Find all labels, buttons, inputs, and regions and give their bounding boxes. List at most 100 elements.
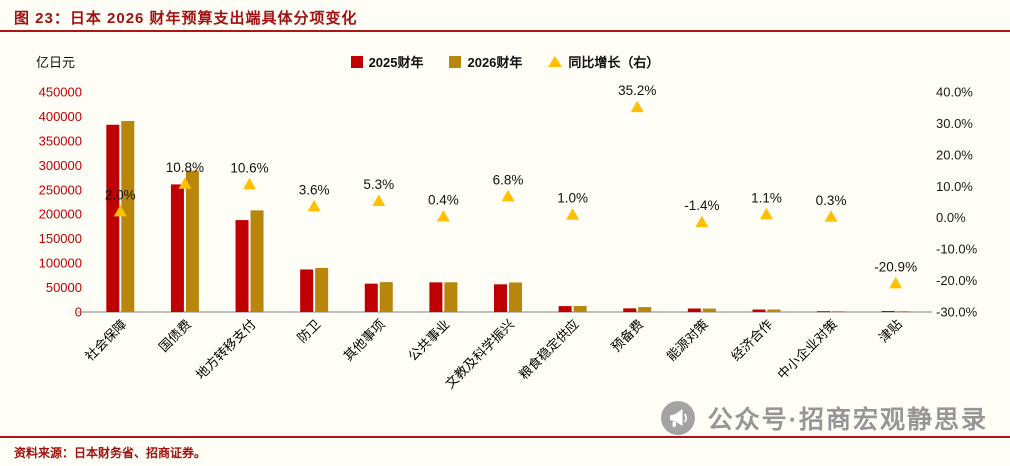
- legend-label-yoy: 同比增长（右）: [568, 55, 660, 70]
- bar-2026财年: [185, 170, 199, 312]
- megaphone-icon: [660, 401, 695, 435]
- category-label: 中小企业对策: [774, 317, 840, 383]
- bar-2025财年: [300, 269, 314, 312]
- bar-2026财年: [573, 306, 587, 312]
- legend-swatch-2025: [350, 55, 363, 68]
- yoy-triangle-marker: [307, 199, 321, 212]
- bar-2025财年: [752, 309, 766, 312]
- category-label: 经济合作: [728, 317, 775, 364]
- right-axis-tick-label: 30.0%: [936, 116, 973, 131]
- bar-2026财年: [896, 311, 910, 313]
- yoy-data-label: 10.8%: [166, 160, 204, 175]
- right-axis-tick-label: 40.0%: [936, 85, 973, 100]
- bar-2025财年: [817, 311, 831, 313]
- bar-2025财年: [170, 184, 184, 312]
- yoy-data-label: -1.4%: [684, 198, 719, 213]
- bar-2025财年: [881, 310, 895, 312]
- yoy-triangle-marker: [630, 100, 644, 113]
- yoy-data-label: 2.0%: [105, 187, 136, 202]
- bar-2026财年: [509, 282, 522, 312]
- yoy-triangle-marker: [501, 189, 515, 202]
- left-axis-unit-label: 亿日元: [36, 55, 76, 70]
- footer-divider: [0, 436, 1010, 438]
- yoy-data-label: 5.3%: [363, 177, 394, 192]
- legend-item-yoy: 同比增长（右）: [548, 52, 659, 71]
- left-axis-tick-label: 100000: [39, 256, 82, 271]
- left-axis-tick-label: 300000: [39, 158, 82, 173]
- category-label: 津贴: [876, 317, 905, 346]
- right-axis-tick-label: 10.0%: [936, 179, 973, 194]
- legend-label-2025: 2025财年: [368, 55, 424, 70]
- source-note: 资料来源：日本财务省、招商证券。: [14, 446, 207, 460]
- category-label: 公共事业: [405, 317, 452, 364]
- yoy-triangle-marker: [243, 177, 257, 190]
- yoy-data-label: 1.0%: [557, 191, 588, 206]
- category-label: 其他事项: [341, 317, 388, 364]
- yoy-triangle-marker: [436, 209, 450, 222]
- legend-label-2026: 2026财年: [467, 55, 523, 70]
- right-axis-tick-label: -30.0%: [936, 305, 978, 320]
- yoy-data-label: 10.6%: [230, 160, 268, 175]
- yoy-triangle-marker: [113, 204, 127, 217]
- category-label: 能源对策: [664, 317, 711, 364]
- left-axis-tick-label: 250000: [39, 182, 82, 197]
- bar-2026财年: [444, 282, 458, 312]
- category-label: 防卫: [294, 317, 323, 346]
- category-label: 文教及科学振兴: [442, 317, 517, 392]
- bar-2025财年: [235, 220, 249, 312]
- bar-2026财年: [250, 210, 264, 312]
- bar-2026财年: [832, 311, 846, 313]
- yoy-triangle-marker: [178, 177, 192, 189]
- watermark: 公众号·招商宏观静思录: [660, 400, 988, 436]
- bar-2026财年: [767, 309, 781, 312]
- bar-2025财年: [687, 308, 701, 312]
- left-axis-tick-label: 450000: [39, 85, 82, 100]
- right-axis-tick-label: 0.0%: [936, 210, 966, 225]
- bar-2025财年: [494, 284, 507, 312]
- legend-item-2025: 2025财年: [350, 52, 424, 71]
- bar-2026财年: [121, 120, 135, 312]
- bar-2026财年: [702, 308, 716, 312]
- right-axis-tick-label: -10.0%: [936, 242, 978, 257]
- left-axis-tick-label: 150000: [39, 231, 82, 246]
- bar-2026财年: [638, 307, 652, 312]
- category-label: 国债费: [156, 317, 194, 355]
- yoy-triangle-marker: [759, 207, 773, 220]
- bar-2026财年: [379, 282, 393, 312]
- yoy-data-label: 35.2%: [618, 83, 656, 98]
- right-axis-tick-label: 20.0%: [936, 147, 973, 162]
- bar-2025财年: [429, 282, 443, 312]
- chart-legend: 2025财年 2026财年 同比增长（右）: [0, 52, 1010, 71]
- category-label: 预备费: [608, 317, 646, 355]
- bar-2025财年: [106, 124, 120, 312]
- yoy-data-label: 0.4%: [428, 192, 459, 207]
- figure-title: 图 23：日本 2026 财年预算支出端具体分项变化: [14, 10, 358, 27]
- yoy-data-label: 3.6%: [299, 182, 330, 197]
- legend-item-2026: 2026财年: [449, 52, 522, 71]
- yoy-triangle-marker: [889, 276, 903, 289]
- bar-2025财年: [623, 308, 637, 312]
- bar-2025财年: [364, 283, 378, 312]
- yoy-data-label: -20.9%: [874, 259, 917, 274]
- yoy-triangle-marker: [824, 210, 838, 222]
- category-label: 粮食稳定供应: [516, 317, 582, 383]
- left-axis-tick-label: 400000: [39, 109, 82, 124]
- left-axis-tick-label: 200000: [39, 207, 82, 222]
- left-axis-tick-label: 50000: [46, 280, 82, 295]
- yoy-data-label: 0.3%: [816, 193, 847, 208]
- bar-2026财年: [315, 267, 329, 312]
- yoy-data-label: 6.8%: [493, 172, 524, 187]
- yoy-triangle-marker: [695, 215, 709, 228]
- bar-2025财年: [558, 306, 572, 312]
- watermark-text: 公众号·招商宏观静思录: [707, 406, 988, 434]
- figure-header: 图 23：日本 2026 财年预算支出端具体分项变化: [0, 0, 1010, 32]
- category-label: 地方转移支付: [193, 317, 259, 383]
- right-axis-tick-label: -20.0%: [936, 273, 978, 288]
- legend-swatch-2026: [449, 55, 462, 68]
- yoy-triangle-marker: [566, 208, 580, 220]
- yoy-triangle-marker: [372, 194, 386, 207]
- left-axis-tick-label: 350000: [39, 133, 82, 148]
- legend-triangle-marker: [548, 56, 563, 67]
